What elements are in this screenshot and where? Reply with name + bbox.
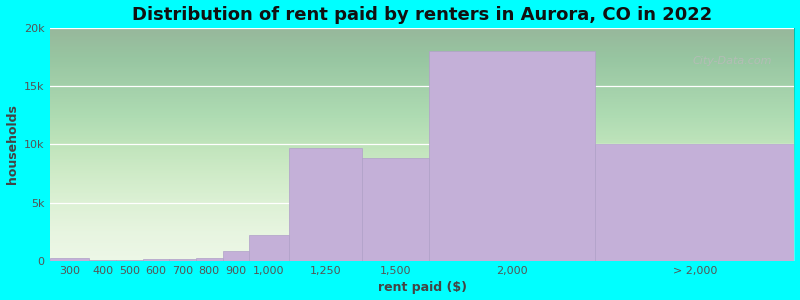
Bar <box>429 51 595 261</box>
Bar <box>595 145 794 261</box>
Bar <box>222 250 249 261</box>
Bar <box>196 258 222 261</box>
Bar <box>90 260 116 261</box>
Bar <box>50 257 90 261</box>
Bar <box>362 158 429 261</box>
Bar <box>116 260 142 261</box>
Bar <box>289 148 362 261</box>
Text: City-Data.com: City-Data.com <box>693 56 772 66</box>
Bar <box>170 259 196 261</box>
Title: Distribution of rent paid by renters in Aurora, CO in 2022: Distribution of rent paid by renters in … <box>132 6 712 24</box>
Bar <box>142 259 170 261</box>
Y-axis label: households: households <box>6 104 18 184</box>
Bar <box>249 236 289 261</box>
X-axis label: rent paid ($): rent paid ($) <box>378 281 466 294</box>
